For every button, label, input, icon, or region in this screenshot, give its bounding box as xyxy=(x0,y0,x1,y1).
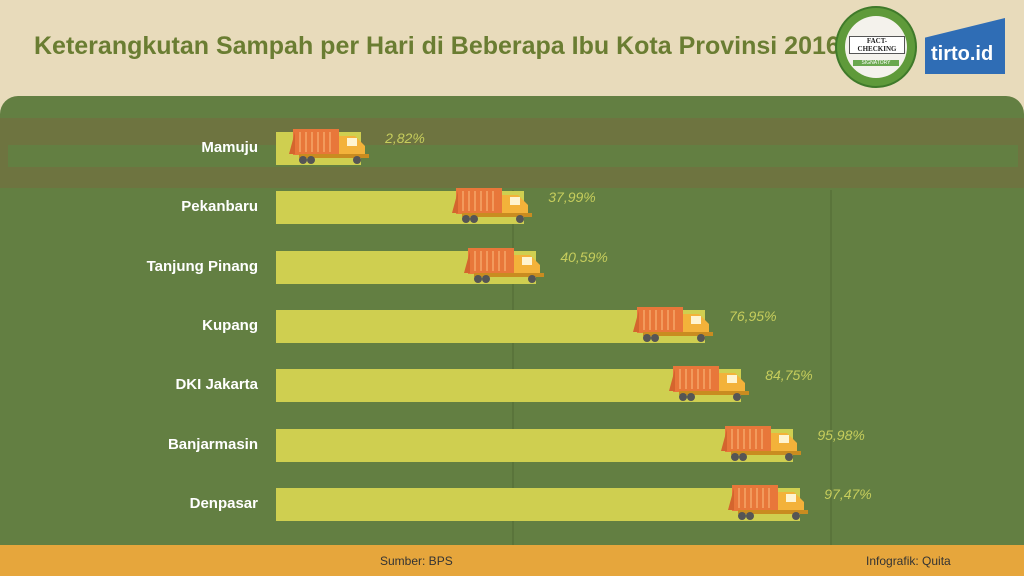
value-label: 84,75% xyxy=(765,367,813,384)
value-label: 95,98% xyxy=(817,426,865,443)
garbage-truck-icon xyxy=(464,245,546,285)
category-label: Kupang xyxy=(202,316,258,334)
category-label: Pekanbaru xyxy=(181,198,258,216)
value-label: 37,99% xyxy=(548,189,596,206)
value-label: 40,59% xyxy=(560,248,608,265)
garbage-truck-icon xyxy=(728,482,810,522)
credit-text: Infografik: Quita xyxy=(866,554,951,568)
gridline xyxy=(512,190,514,546)
highlight-band-inner xyxy=(8,145,1018,167)
garbage-truck-icon xyxy=(669,363,751,403)
ifcn-signatory-logo: FACT-CHECKING SIGNATORY xyxy=(835,6,917,88)
category-label: Mamuju xyxy=(201,139,258,156)
gridline xyxy=(830,190,832,546)
category-label: Denpasar xyxy=(189,494,258,512)
bar xyxy=(276,428,794,462)
chart-title: Keterangkutan Sampah per Hari di Beberap… xyxy=(34,32,840,60)
tirto-logo: tirto.id xyxy=(925,18,1005,74)
value-label: 2,82% xyxy=(385,130,425,146)
value-label: 97,47% xyxy=(824,485,872,502)
value-label: 76,95% xyxy=(729,307,777,324)
category-label: DKI Jakarta xyxy=(175,376,258,394)
garbage-truck-icon xyxy=(721,423,803,463)
bar xyxy=(276,487,801,521)
garbage-truck-icon xyxy=(633,304,715,344)
category-label: Tanjung Pinang xyxy=(146,257,258,275)
garbage-truck-icon xyxy=(452,185,534,225)
category-label: Banjarmasin xyxy=(167,435,258,453)
bar xyxy=(276,309,706,343)
garbage-truck-icon xyxy=(289,126,371,166)
bar xyxy=(276,369,742,403)
source-text: Sumber: BPS xyxy=(380,554,453,568)
footer: Sumber: BPS Infografik: Quita xyxy=(0,545,1024,576)
